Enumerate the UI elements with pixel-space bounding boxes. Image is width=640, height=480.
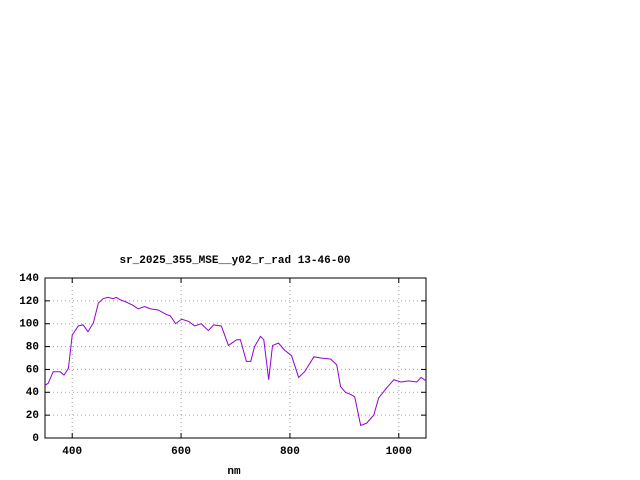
- y-tick-label: 0: [32, 433, 39, 445]
- x-tick-label: 1000: [386, 446, 412, 458]
- x-tick-label: 600: [171, 446, 191, 458]
- y-tick-label: 40: [26, 387, 39, 399]
- y-tick-label: 60: [26, 364, 39, 376]
- x-axis-label: nm: [227, 466, 241, 478]
- x-tick-label: 400: [62, 446, 82, 458]
- plot-border: [44, 277, 427, 439]
- y-tick-label: 120: [19, 296, 39, 308]
- x-tick-label: 800: [280, 446, 300, 458]
- y-tick-label: 80: [26, 341, 39, 353]
- data-line: [44, 296, 427, 427]
- y-tick-label: 100: [19, 319, 39, 331]
- chart-title: sr_2025_355_MSE__y02_r_rad 13-46-00: [119, 255, 350, 267]
- y-tick-label: 140: [19, 273, 39, 285]
- y-tick-label: 20: [26, 410, 39, 422]
